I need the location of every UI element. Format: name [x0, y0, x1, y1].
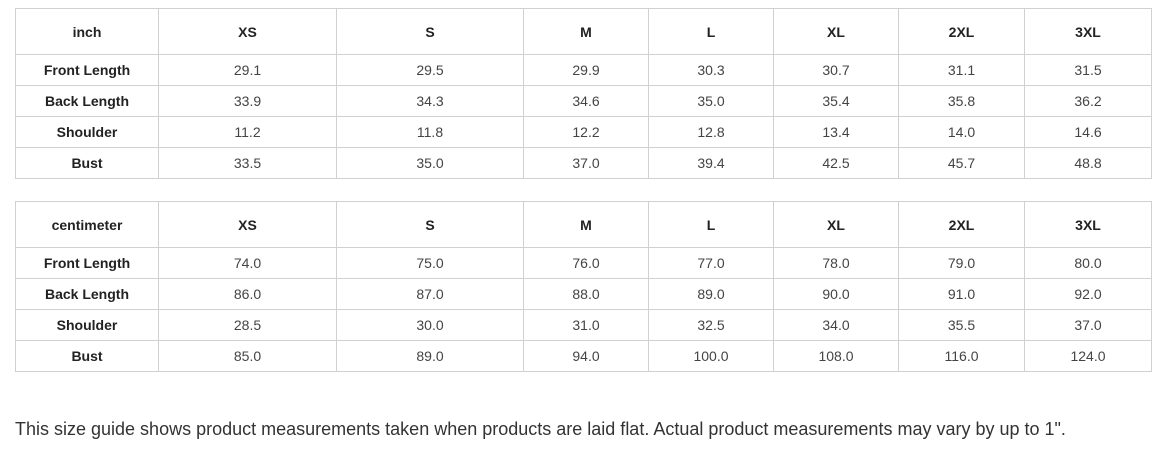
size-header: M: [523, 201, 649, 248]
measurement-value: 14.6: [1024, 116, 1152, 148]
measurement-label: Back Length: [15, 85, 159, 117]
size-header: S: [336, 201, 524, 248]
measurement-value: 76.0: [523, 247, 649, 279]
table-row: Shoulder 28.5 30.0 31.0 32.5 34.0 35.5 37.0: [15, 309, 1152, 341]
measurement-value: 100.0: [648, 340, 774, 372]
header-row: inch XS S M L XL 2XL 3XL: [15, 8, 1152, 55]
measurement-value: 29.1: [158, 54, 337, 86]
measurement-value: 75.0: [336, 247, 524, 279]
measurement-value: 48.8: [1024, 147, 1152, 179]
measurement-value: 32.5: [648, 309, 774, 341]
measurement-value: 12.8: [648, 116, 774, 148]
measurement-value: 116.0: [898, 340, 1025, 372]
measurement-value: 29.5: [336, 54, 524, 86]
header-row: centimeter XS S M L XL 2XL 3XL: [15, 201, 1152, 248]
measurement-value: 94.0: [523, 340, 649, 372]
measurement-value: 39.4: [648, 147, 774, 179]
measurement-value: 35.4: [773, 85, 899, 117]
size-header: 3XL: [1024, 8, 1152, 55]
measurement-label: Bust: [15, 147, 159, 179]
measurement-value: 78.0: [773, 247, 899, 279]
measurement-value: 90.0: [773, 278, 899, 310]
size-table-centimeter: centimeter XS S M L XL 2XL 3XL Front Length 74.0 7…: [15, 201, 1152, 372]
size-header: XL: [773, 8, 899, 55]
measurement-value: 108.0: [773, 340, 899, 372]
measurement-value: 34.6: [523, 85, 649, 117]
measurement-value: 89.0: [336, 340, 524, 372]
measurement-value: 45.7: [898, 147, 1025, 179]
measurement-value: 13.4: [773, 116, 899, 148]
table-row: Bust 33.5 35.0 37.0 39.4 42.5 45.7 48.8: [15, 147, 1152, 179]
size-header: M: [523, 8, 649, 55]
size-table-inch: inch XS S M L XL 2XL 3XL Front Length 29.1 29.5 29.…: [15, 8, 1152, 179]
measurement-value: 86.0: [158, 278, 337, 310]
table-row: Back Length 86.0 87.0 88.0 89.0 90.0 91.0 92.0: [15, 278, 1152, 310]
measurement-value: 42.5: [773, 147, 899, 179]
measurement-label: Shoulder: [15, 116, 159, 148]
measurement-value: 30.3: [648, 54, 774, 86]
size-guide-note: This size guide shows product measuremen…: [15, 419, 1066, 439]
size-header: XL: [773, 201, 899, 248]
measurement-value: 12.2: [523, 116, 649, 148]
measurement-value: 31.0: [523, 309, 649, 341]
measurement-value: 77.0: [648, 247, 774, 279]
size-header: 2XL: [898, 8, 1025, 55]
table-row: Front Length 74.0 75.0 76.0 77.0 78.0 79.0 80.0: [15, 247, 1152, 279]
measurement-value: 31.1: [898, 54, 1025, 86]
measurement-value: 31.5: [1024, 54, 1152, 86]
table-row: Bust 85.0 89.0 94.0 100.0 108.0 116.0 124.0: [15, 340, 1152, 372]
measurement-value: 80.0: [1024, 247, 1152, 279]
measurement-label: Shoulder: [15, 309, 159, 341]
measurement-label: Bust: [15, 340, 159, 372]
measurement-value: 33.9: [158, 85, 337, 117]
measurement-label: Front Length: [15, 247, 159, 279]
unit-header: centimeter: [15, 201, 159, 248]
size-header: L: [648, 201, 774, 248]
measurement-label: Front Length: [15, 54, 159, 86]
size-header: S: [336, 8, 524, 55]
measurement-value: 87.0: [336, 278, 524, 310]
measurement-value: 92.0: [1024, 278, 1152, 310]
size-header: 2XL: [898, 201, 1025, 248]
measurement-value: 11.2: [158, 116, 337, 148]
measurement-value: 28.5: [158, 309, 337, 341]
measurement-value: 30.7: [773, 54, 899, 86]
measurement-value: 37.0: [523, 147, 649, 179]
measurement-value: 14.0: [898, 116, 1025, 148]
size-header: 3XL: [1024, 201, 1152, 248]
measurement-value: 37.0: [1024, 309, 1152, 341]
measurement-value: 33.5: [158, 147, 337, 179]
measurement-value: 74.0: [158, 247, 337, 279]
unit-header: inch: [15, 8, 159, 55]
measurement-value: 35.0: [648, 85, 774, 117]
measurement-value: 11.8: [336, 116, 524, 148]
table-row: Shoulder 11.2 11.8 12.2 12.8 13.4 14.0 14.6: [15, 116, 1152, 148]
measurement-value: 91.0: [898, 278, 1025, 310]
table-row: Back Length 33.9 34.3 34.6 35.0 35.4 35.8 36.2: [15, 85, 1152, 117]
measurement-value: 34.0: [773, 309, 899, 341]
measurement-value: 88.0: [523, 278, 649, 310]
measurement-value: 89.0: [648, 278, 774, 310]
measurement-value: 124.0: [1024, 340, 1152, 372]
size-header: XS: [158, 8, 337, 55]
measurement-label: Back Length: [15, 278, 159, 310]
size-header: XS: [158, 201, 337, 248]
table-row: Front Length 29.1 29.5 29.9 30.3 30.7 31.1 31.5: [15, 54, 1152, 86]
measurement-value: 34.3: [336, 85, 524, 117]
measurement-value: 79.0: [898, 247, 1025, 279]
measurement-value: 35.5: [898, 309, 1025, 341]
size-header: L: [648, 8, 774, 55]
measurement-value: 85.0: [158, 340, 337, 372]
measurement-value: 30.0: [336, 309, 524, 341]
measurement-value: 35.0: [336, 147, 524, 179]
measurement-value: 35.8: [898, 85, 1025, 117]
measurement-value: 29.9: [523, 54, 649, 86]
measurement-value: 36.2: [1024, 85, 1152, 117]
